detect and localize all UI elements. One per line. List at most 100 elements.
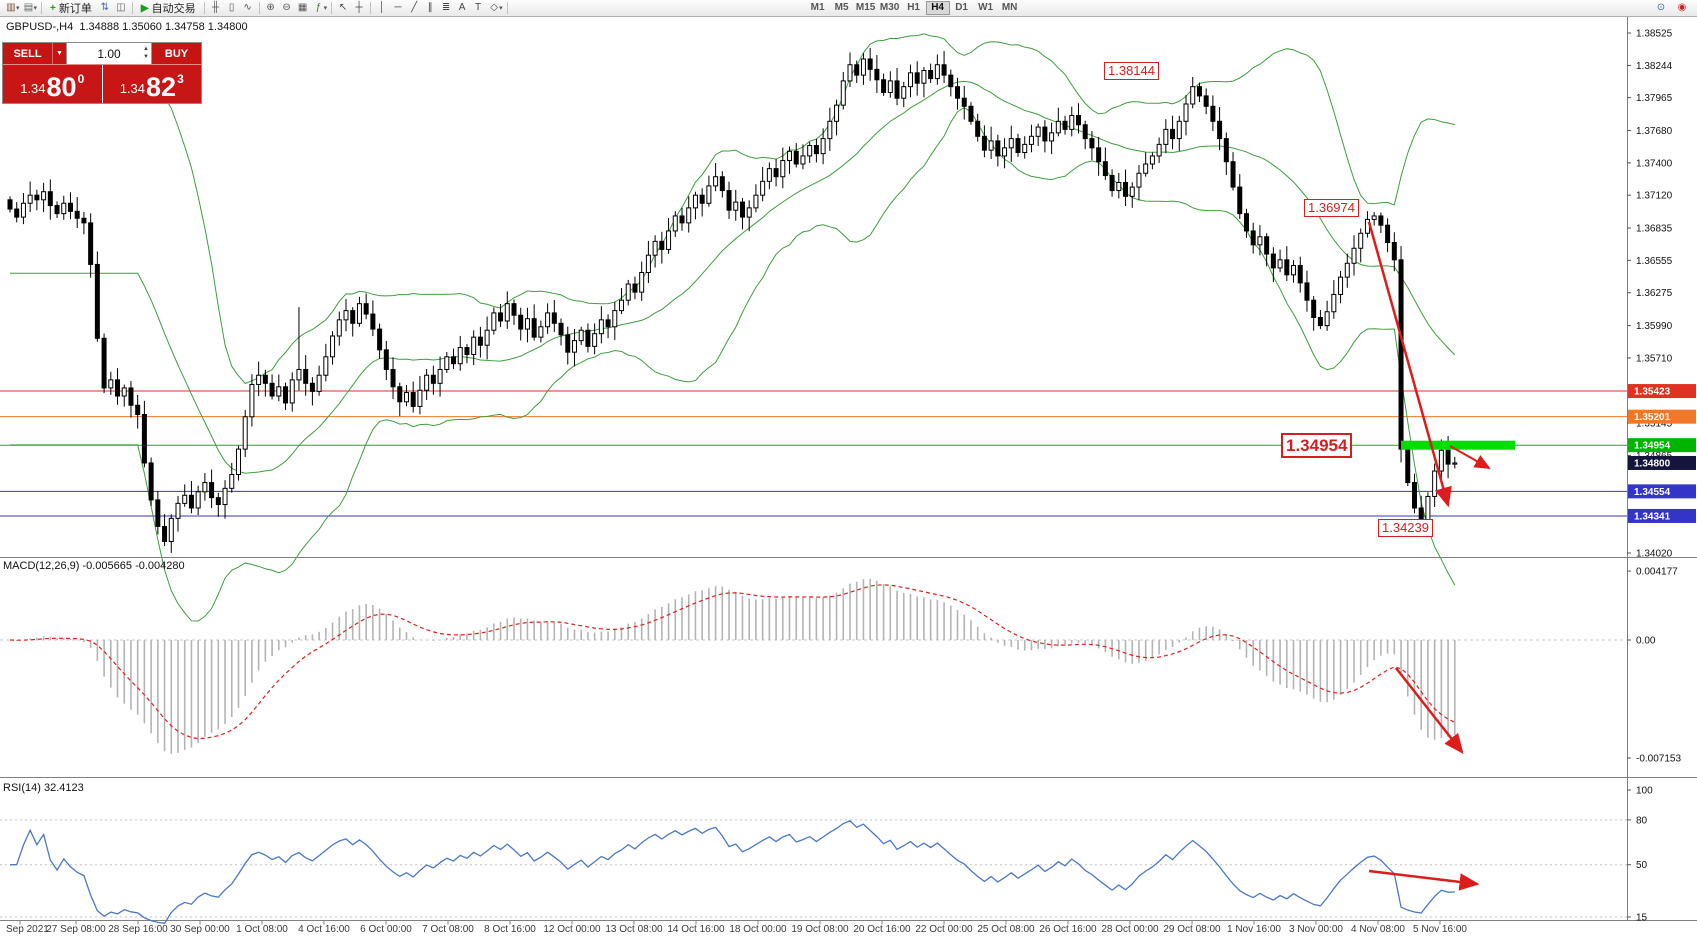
sell-button[interactable]: SELL (3, 43, 52, 64)
svg-text:20 Oct 16:00: 20 Oct 16:00 (853, 924, 911, 935)
svg-text:22 Oct 00:00: 22 Oct 00:00 (915, 924, 973, 935)
horizontal-lines-layer[interactable] (0, 390, 1627, 517)
buy-button[interactable]: BUY (152, 43, 201, 64)
svg-text:1.38244: 1.38244 (1636, 61, 1673, 72)
label-icon[interactable]: T (475, 1, 482, 13)
buy-price[interactable]: 1.34 82 3 (103, 65, 202, 103)
timeframe-h4-button[interactable]: H4 (925, 1, 950, 15)
cursor-icon[interactable]: ↖ (338, 1, 348, 13)
macd-histogram-layer (15, 578, 1456, 754)
volume-value: 1.00 (97, 46, 121, 61)
toolbar-separator (258, 2, 260, 14)
svg-text:1.37120: 1.37120 (1636, 191, 1673, 202)
svg-text:1.35201: 1.35201 (1634, 412, 1671, 423)
svg-text:12 Oct 00:00: 12 Oct 00:00 (543, 924, 601, 935)
svg-text:27 Sep 08:00: 27 Sep 08:00 (46, 924, 106, 935)
toolbar: ▥ ▾ ▤ ▾ + 新订单 ⇅ ◫ ▶ 自动交易 ╫ ▯ ∿ ⊕ ⊖ ▦ ƒ ▾ ↖ ┼ │ ─ ╱ ∥ ≣ A T ◇ ▾ M1 M5 M1… (0, 0, 1697, 17)
tile-windows-icon[interactable]: ▦ (297, 1, 308, 13)
data-window-icon[interactable]: ◫ (116, 1, 126, 13)
svg-text:1.34800: 1.34800 (1634, 458, 1671, 469)
shapes-icon-caret[interactable]: ▾ (499, 5, 503, 12)
sell-options-caret-icon[interactable]: ▼ (52, 43, 66, 64)
new-order-button-icon: + (50, 2, 56, 14)
svg-text:28 Sep 16:00: 28 Sep 16:00 (108, 924, 168, 935)
rsi-indicator-label: RSI(14) 32.4123 (3, 782, 84, 794)
svg-text:30 Sep 00:00: 30 Sep 00:00 (170, 924, 230, 935)
support-zone-rectangle[interactable] (1401, 440, 1515, 450)
svg-text:4 Nov 08:00: 4 Nov 08:00 (1351, 924, 1405, 935)
timeframe-m5-button[interactable]: M5 (834, 2, 849, 13)
price-axis[interactable]: 1.38525 1.38244 1.37965 1.37680 1.37400 1.371… (1627, 29, 1696, 560)
timeframe-w1-button[interactable]: W1 (978, 2, 994, 13)
svg-text:1.36275: 1.36275 (1636, 288, 1673, 299)
one-click-trading-panel: SELL ▼ 1.00 ▲ ▼ BUY 1.34 80 0 1.34 82 3 (2, 42, 202, 104)
svg-text:1.34554: 1.34554 (1634, 487, 1671, 498)
chart-profiles-icon-caret[interactable]: ▾ (33, 5, 38, 12)
svg-text:28 Oct 00:00: 28 Oct 00:00 (1101, 924, 1159, 935)
channel-icon[interactable]: ∥ (427, 1, 433, 13)
price-callout-13495[interactable]: 1.34954 (1281, 433, 1353, 458)
svg-text:3 Nov 00:00: 3 Nov 00:00 (1289, 924, 1343, 935)
timeframe-h1-button[interactable]: H1 (907, 2, 920, 13)
svg-text:1.38525: 1.38525 (1636, 29, 1673, 40)
toolbar-separator (203, 2, 205, 14)
spin-down-icon[interactable]: ▼ (143, 54, 149, 60)
svg-text:18 Oct 00:00: 18 Oct 00:00 (729, 924, 787, 935)
spin-up-icon[interactable]: ▲ (143, 46, 149, 52)
fibonacci-icon[interactable]: ≣ (441, 1, 451, 13)
svg-text:1.35990: 1.35990 (1636, 321, 1673, 332)
price-callout-13697[interactable]: 1.36974 (1304, 199, 1359, 217)
svg-text:80: 80 (1636, 815, 1648, 826)
trend-arrows-layer[interactable] (1367, 221, 1491, 891)
vertical-line-icon[interactable]: │ (378, 1, 386, 13)
candle-chart-icon[interactable]: ▯ (228, 1, 235, 13)
auto-trading-button-icon: ▶ (140, 2, 149, 14)
zoom-in-icon[interactable]: ⊕ (266, 1, 275, 13)
toolbar-separator (331, 2, 333, 14)
toolbar-separator (131, 2, 133, 14)
text-icon[interactable]: A (458, 1, 466, 13)
chart-profiles-icon[interactable]: ▤ (23, 1, 34, 13)
buy-price-small: 1.34 (119, 81, 146, 96)
timeframe-m30-button[interactable]: M30 (879, 2, 900, 13)
shapes-icon[interactable]: ◇ (490, 1, 498, 13)
toolbar-separator (370, 2, 372, 14)
auto-trading-button[interactable]: ▶ 自动交易 (140, 2, 196, 16)
market-depth-icon[interactable]: ⇅ (100, 1, 110, 13)
price-callout-13423[interactable]: 1.34239 (1378, 519, 1433, 537)
price-callout-13814[interactable]: 1.38144 (1104, 62, 1159, 80)
sell-price[interactable]: 1.34 80 0 (3, 65, 103, 103)
svg-text:19 Oct 08:00: 19 Oct 08:00 (791, 924, 849, 935)
crosshair-icon[interactable]: ┼ (355, 1, 363, 13)
candles-layer (7, 48, 1458, 553)
new-chart-icon-caret[interactable]: ▾ (16, 5, 20, 12)
zoom-out-icon[interactable]: ⊖ (282, 1, 291, 13)
timeframe-m15-button[interactable]: M15 (855, 2, 876, 13)
timeframe-d1-button[interactable]: D1 (955, 2, 968, 13)
svg-text:4 Oct 16:00: 4 Oct 16:00 (298, 924, 350, 935)
rsi-line (10, 819, 1455, 924)
new-order-button[interactable]: + 新订单 (50, 2, 92, 16)
horizontal-line-icon[interactable]: ─ (394, 1, 402, 13)
volume-spinner[interactable]: ▲ ▼ (143, 45, 149, 61)
toolbar-right-group: ⊙ ◉ (1653, 1, 1694, 16)
search-icon[interactable]: ⊙ (1656, 1, 1666, 13)
timeframe-mn-button[interactable]: MN (1001, 2, 1018, 13)
timeframe-m1-button[interactable]: M1 (810, 2, 825, 13)
line-chart-icon[interactable]: ∿ (243, 1, 252, 13)
svg-text:29 Oct 08:00: 29 Oct 08:00 (1163, 924, 1221, 935)
svg-text:8 Oct 16:00: 8 Oct 16:00 (484, 924, 536, 935)
sell-price-small: 1.34 (20, 81, 46, 96)
volume-input[interactable]: 1.00 ▲ ▼ (66, 43, 152, 64)
chart-title: GBPUSD-,H4 1.34888 1.35060 1.34758 1.348… (6, 21, 248, 33)
record-icon[interactable]: ◉ (1677, 1, 1687, 13)
new-chart-icon[interactable]: ▥ (6, 1, 16, 13)
svg-text:1.34341: 1.34341 (1634, 511, 1671, 522)
indicators-icon[interactable]: ƒ (315, 1, 322, 13)
trendline-icon[interactable]: ╱ (411, 1, 418, 13)
indicators-icon-caret[interactable]: ▾ (323, 5, 328, 12)
bar-chart-icon[interactable]: ╫ (212, 1, 220, 13)
